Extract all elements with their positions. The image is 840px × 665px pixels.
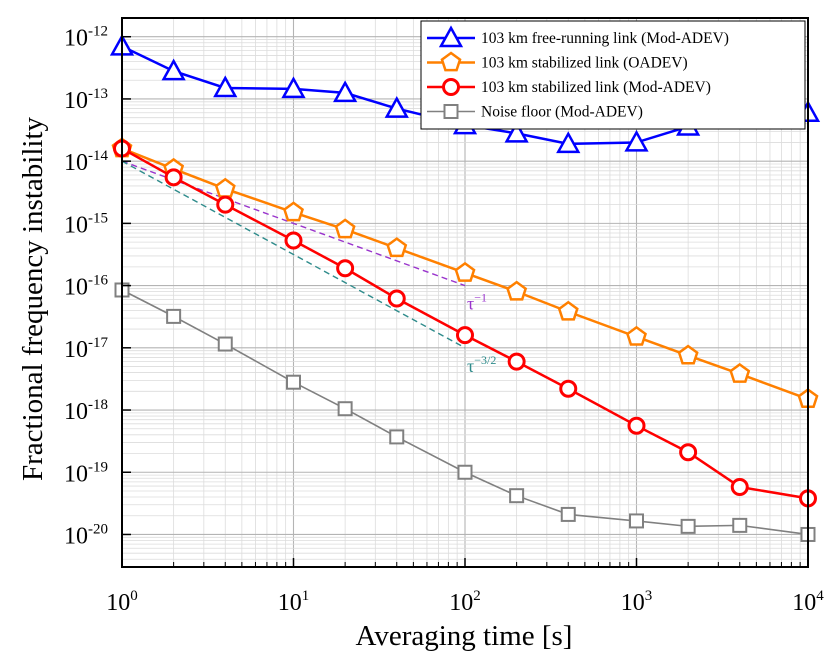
- legend-marker: [440, 51, 462, 72]
- data-point: [386, 237, 408, 258]
- data-point: [334, 218, 356, 239]
- y-tick-label: 10-12: [64, 24, 108, 52]
- data-point: [560, 506, 576, 522]
- y-axis-label: Fractional frequency instability: [17, 117, 49, 482]
- y-tick-label: 10-14: [64, 148, 108, 176]
- data-point: [281, 76, 306, 99]
- data-point: [336, 259, 355, 278]
- series-circle: [113, 139, 817, 508]
- data-point: [214, 177, 236, 198]
- x-tick-label: 102: [449, 588, 481, 616]
- data-point: [625, 325, 648, 346]
- x-axis-label: Averaging time [s]: [356, 620, 573, 652]
- x-tick-label: 104: [792, 588, 824, 616]
- data-point: [506, 280, 528, 301]
- reference-line: [121, 160, 466, 349]
- legend-marker: [442, 78, 460, 96]
- data-point: [454, 261, 476, 282]
- series-group: [109, 33, 821, 542]
- legend-label: Noise floor (Mod-ADEV): [481, 104, 643, 121]
- y-tick-label: 10-19: [64, 459, 108, 487]
- data-point: [557, 300, 579, 321]
- data-point: [389, 429, 405, 445]
- data-point: [213, 75, 238, 98]
- data-point: [337, 401, 353, 417]
- data-point: [680, 518, 696, 534]
- data-point: [556, 131, 581, 154]
- data-point: [624, 129, 649, 152]
- data-point: [677, 344, 699, 365]
- x-tick-label: 103: [621, 588, 653, 616]
- y-tick-label: 10-17: [64, 335, 108, 363]
- series-square: [114, 282, 816, 542]
- data-point: [456, 326, 474, 345]
- data-point: [507, 352, 526, 371]
- y-tick-label: 10-13: [64, 86, 108, 114]
- data-point: [679, 443, 698, 462]
- data-point: [333, 80, 358, 103]
- data-point: [732, 517, 748, 533]
- reference-line-label: τ−3/2: [467, 353, 496, 376]
- legend-marker: [443, 104, 459, 119]
- y-tick-label: 10-18: [64, 397, 108, 425]
- data-point: [559, 379, 578, 398]
- data-point: [504, 120, 529, 143]
- data-point: [284, 231, 303, 250]
- data-point: [730, 477, 749, 496]
- data-point: [729, 362, 751, 383]
- axis-ticks: 100 101 102 103 104 10-12 10-13 10-14 10-15 10-16…: [64, 24, 824, 616]
- data-point: [217, 336, 233, 352]
- legend-label: 103 km stabilized link (OADEV): [481, 55, 688, 72]
- data-point: [457, 464, 473, 480]
- data-point: [384, 96, 409, 118]
- legend-label: 103 km free-running link (Mod-ADEV): [481, 30, 729, 47]
- data-point: [509, 488, 525, 504]
- data-point: [166, 308, 182, 324]
- legend-box: [420, 20, 806, 130]
- data-point: [164, 168, 183, 187]
- series-pentagon: [111, 137, 819, 409]
- legend-label: 103 km stabilized link (Mod-ADEV): [481, 79, 711, 96]
- data-point: [286, 374, 301, 390]
- data-point: [627, 416, 646, 435]
- data-point: [629, 513, 644, 529]
- legend-marker: [438, 25, 464, 48]
- legend: 103 km free-running link (Mod-ADEV) 103 k…: [420, 20, 806, 130]
- y-tick-label: 10-15: [64, 210, 108, 238]
- reference-line-label: τ−1: [467, 291, 487, 314]
- data-point: [282, 201, 305, 222]
- x-tick-label: 101: [278, 588, 310, 616]
- y-tick-label: 10-20: [64, 521, 108, 549]
- data-point: [161, 58, 186, 81]
- x-tick-label: 100: [106, 588, 138, 616]
- y-tick-label: 10-16: [64, 273, 108, 301]
- data-point: [216, 195, 235, 214]
- data-point: [387, 289, 406, 308]
